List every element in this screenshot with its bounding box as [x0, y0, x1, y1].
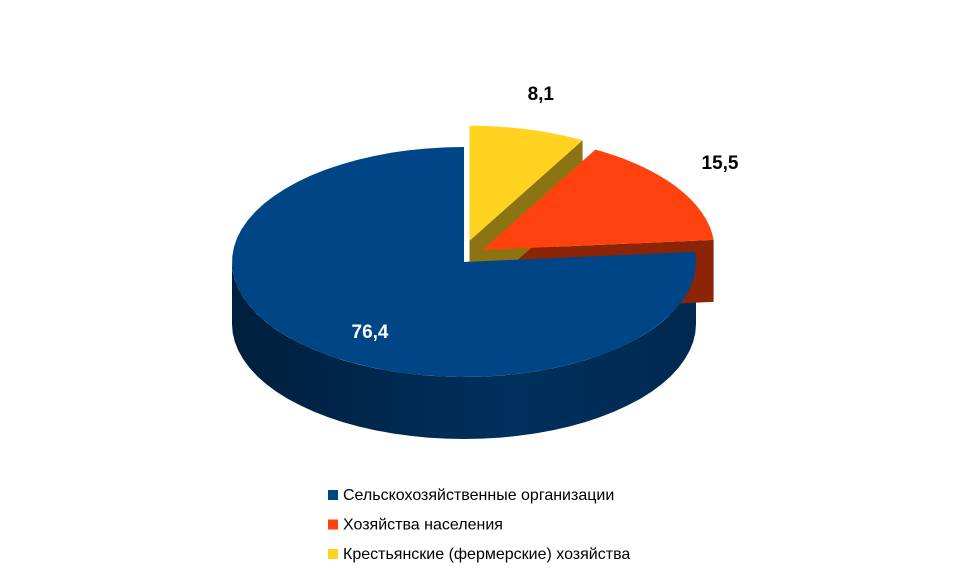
legend-label: Крестьянские (фермерские) хозяйства — [343, 546, 630, 563]
legend-swatch — [328, 519, 338, 530]
value-label: 76,4 — [352, 322, 389, 343]
value-label: 15,5 — [702, 153, 739, 174]
value-label: 8,1 — [528, 84, 555, 105]
legend-swatch — [328, 490, 338, 500]
slice — [482, 149, 714, 250]
labels: 76,4 15,5 8,1 — [352, 84, 739, 343]
legend-label: Хозяйства населения — [343, 517, 503, 534]
slice — [469, 125, 583, 241]
legend-swatch — [328, 549, 338, 559]
slice — [232, 147, 696, 377]
slice-wall — [232, 262, 696, 439]
tops — [232, 125, 714, 377]
legend-label: Сельскохозяйственные организации — [343, 487, 614, 504]
